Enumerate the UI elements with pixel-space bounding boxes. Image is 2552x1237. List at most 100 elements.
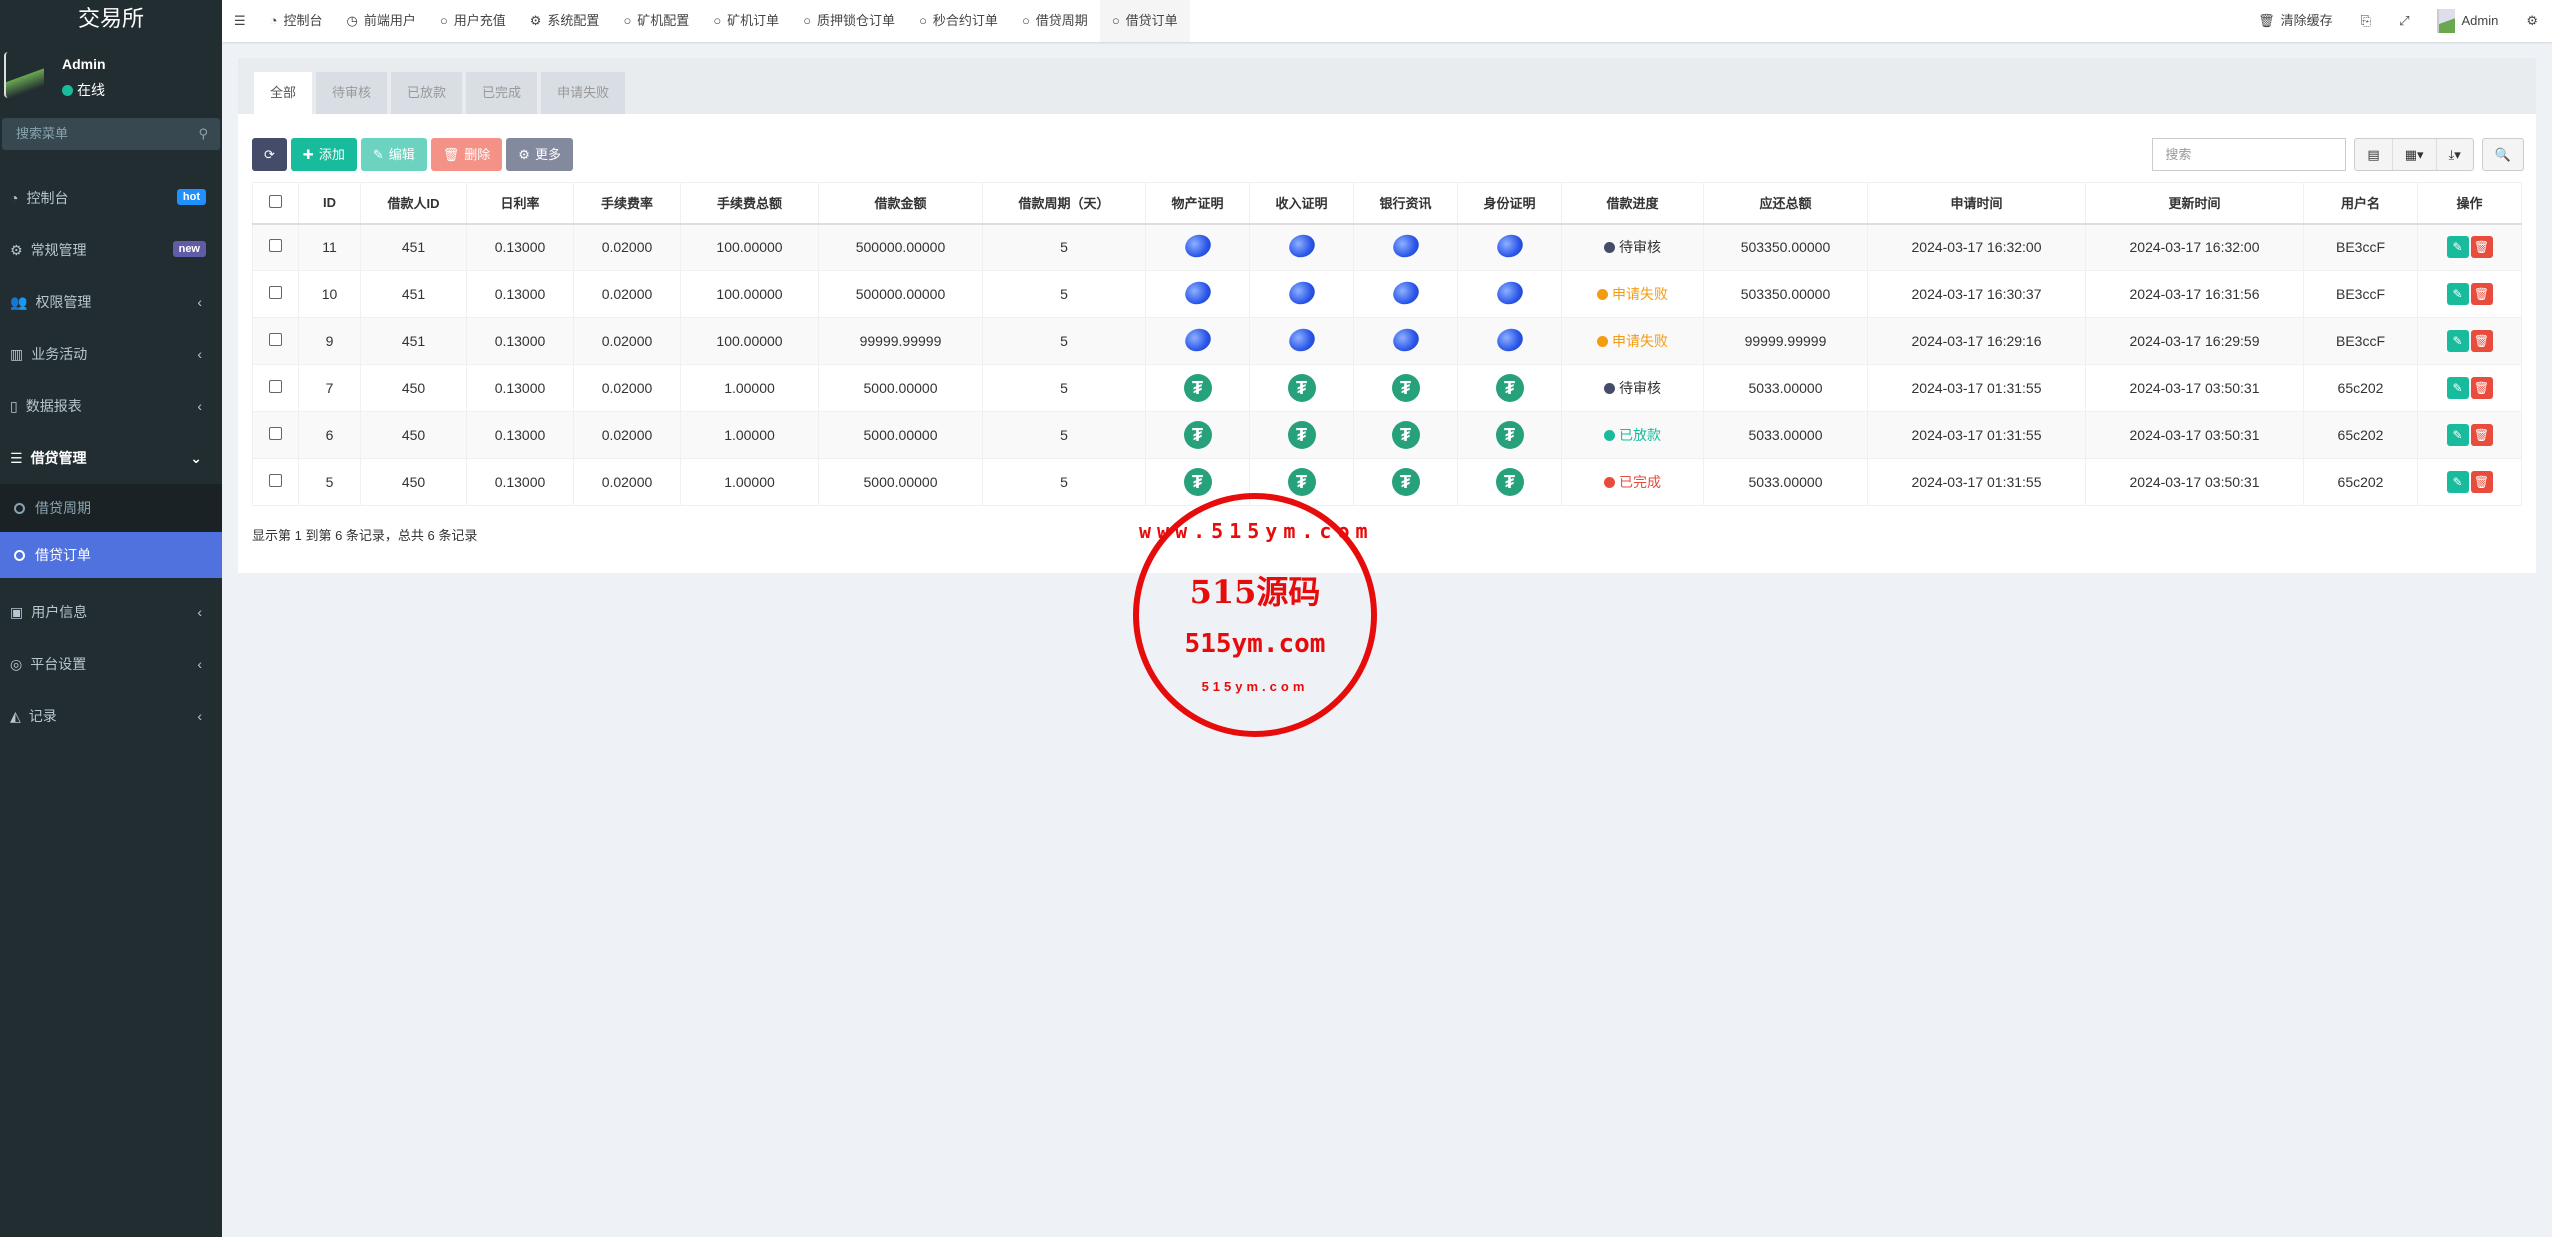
top-tab-9[interactable]: ○ 借贷订单 xyxy=(1099,0,1190,42)
cell-proof-image[interactable]: ₮ xyxy=(1249,411,1354,459)
sidebar-item2-1[interactable]: ◎ 平台设置 ‹ xyxy=(0,638,222,690)
sidebar-item-0[interactable]: ◔ 控制台 hot xyxy=(0,172,222,224)
cell-proof-image[interactable]: ₮ xyxy=(1457,411,1562,459)
cell-proof-image[interactable] xyxy=(1249,270,1354,318)
add-button[interactable]: ✚ 添加 xyxy=(290,138,357,171)
tab-2[interactable]: 已放款 xyxy=(391,72,463,114)
planet-image-icon[interactable] xyxy=(1389,277,1422,308)
more-button[interactable]: ⚙ 更多 xyxy=(506,138,573,171)
export-dropdown-icon[interactable]: ⤓▾ xyxy=(2448,147,2461,162)
language-icon[interactable]: ⎘ xyxy=(2360,13,2372,28)
top-tab-4[interactable]: ○ 矿机配置 xyxy=(611,0,701,42)
tab-4[interactable]: 申请失败 xyxy=(541,72,626,114)
top-tab-0[interactable]: ◔ 控制台 xyxy=(258,0,335,42)
planet-image-icon[interactable] xyxy=(1181,230,1214,261)
planet-image-icon[interactable] xyxy=(1493,230,1526,261)
cell-proof-image[interactable]: ₮ xyxy=(1145,411,1250,459)
cell-proof-image[interactable] xyxy=(1457,223,1562,271)
menu-toggle-icon[interactable]: ☰ xyxy=(234,13,246,28)
tab-3[interactable]: 已完成 xyxy=(466,72,538,114)
menu-search-input[interactable]: 搜索菜单 ⚲ xyxy=(2,118,220,150)
cell-proof-image[interactable] xyxy=(1457,317,1562,365)
planet-image-icon[interactable] xyxy=(1181,277,1214,308)
edit-row-button[interactable]: ✎ xyxy=(2446,236,2469,259)
cell-proof-image[interactable] xyxy=(1353,223,1458,271)
tether-logo-icon[interactable]: ₮ xyxy=(1495,468,1524,496)
top-tab-1[interactable]: ◷ 前端用户 xyxy=(335,0,428,42)
tether-logo-icon[interactable]: ₮ xyxy=(1183,374,1212,402)
delete-row-button[interactable]: 🗑 xyxy=(2470,471,2493,493)
tab-0[interactable]: 全部 xyxy=(254,72,313,114)
edit-row-button[interactable]: ✎ xyxy=(2446,283,2469,305)
tether-logo-icon[interactable]: ₮ xyxy=(1287,468,1316,496)
delete-row-button[interactable]: 🗑 xyxy=(2470,377,2493,399)
select-all-checkbox[interactable] xyxy=(252,182,299,225)
edit-row-button[interactable]: ✎ xyxy=(2446,330,2469,352)
checkbox[interactable] xyxy=(269,333,282,346)
delete-row-button[interactable]: 🗑 xyxy=(2470,330,2493,352)
planet-image-icon[interactable] xyxy=(1493,324,1526,355)
tab-1[interactable]: 待审核 xyxy=(316,72,388,114)
row-checkbox[interactable] xyxy=(252,317,299,365)
tether-logo-icon[interactable]: ₮ xyxy=(1495,374,1524,402)
row-checkbox[interactable] xyxy=(252,411,299,459)
cell-proof-image[interactable] xyxy=(1145,223,1250,271)
tether-logo-icon[interactable]: ₮ xyxy=(1183,468,1212,496)
sidebar-item-1[interactable]: ⚙ 常规管理 new xyxy=(0,224,222,276)
fullscreen-icon[interactable]: ⤢ xyxy=(2399,13,2410,28)
table-search-input[interactable]: 搜索 xyxy=(2152,138,2347,171)
row-checkbox[interactable] xyxy=(252,458,299,506)
cell-proof-image[interactable]: ₮ xyxy=(1249,364,1354,412)
tether-logo-icon[interactable]: ₮ xyxy=(1183,421,1212,449)
sidebar-item2-2[interactable]: ◭ 记录 ‹ xyxy=(0,690,222,742)
top-tab-6[interactable]: ○ 质押锁仓订单 xyxy=(791,0,907,42)
toggle-view-icon[interactable]: ▤ xyxy=(2355,139,2393,170)
sidebar-subitem-0[interactable]: 借贷周期 xyxy=(0,484,222,532)
cell-proof-image[interactable]: ₮ xyxy=(1145,364,1250,412)
cell-proof-image[interactable] xyxy=(1145,270,1250,318)
cell-proof-image[interactable]: ₮ xyxy=(1353,411,1458,459)
sidebar-subitem-1[interactable]: 借贷订单 xyxy=(0,532,222,578)
cell-proof-image[interactable] xyxy=(1457,270,1562,318)
sidebar-item-4[interactable]: ▯ 数据报表 ‹ xyxy=(0,380,222,432)
cell-proof-image[interactable] xyxy=(1249,223,1354,271)
planet-image-icon[interactable] xyxy=(1181,324,1214,355)
tether-logo-icon[interactable]: ₮ xyxy=(1287,374,1316,402)
columns-dropdown-icon[interactable]: ▦▾ xyxy=(2393,139,2437,170)
top-tab-2[interactable]: ○ 用户充值 xyxy=(428,0,518,42)
tether-logo-icon[interactable]: ₮ xyxy=(1391,468,1420,496)
cell-proof-image[interactable] xyxy=(1249,317,1354,365)
edit-row-button[interactable]: ✎ xyxy=(2446,377,2469,399)
planet-image-icon[interactable] xyxy=(1389,230,1422,261)
planet-image-icon[interactable] xyxy=(1285,324,1318,355)
delete-button[interactable]: 🗑 删除 xyxy=(430,138,503,171)
checkbox[interactable] xyxy=(269,380,282,393)
top-tab-5[interactable]: ○ 矿机订单 xyxy=(701,0,791,42)
cell-proof-image[interactable]: ₮ xyxy=(1353,458,1458,506)
planet-image-icon[interactable] xyxy=(1285,277,1318,308)
refresh-button[interactable]: ⟳ xyxy=(252,138,287,171)
sidebar-item2-0[interactable]: ▣ 用户信息 ‹ xyxy=(0,586,222,638)
settings-gear-icon[interactable]: ⚙ xyxy=(2526,13,2538,28)
tether-logo-icon[interactable]: ₮ xyxy=(1391,421,1420,449)
top-tab-3[interactable]: ⚙ 系统配置 xyxy=(518,0,612,42)
top-tab-7[interactable]: ○ 秒合约订单 xyxy=(907,0,1010,42)
planet-image-icon[interactable] xyxy=(1493,277,1526,308)
admin-menu[interactable]: Admin xyxy=(2423,0,2512,42)
cell-proof-image[interactable] xyxy=(1353,270,1458,318)
sidebar-item-5[interactable]: ☰ 借贷管理 ⌄ xyxy=(0,432,222,484)
top-tab-8[interactable]: ○ 借贷周期 xyxy=(1010,0,1100,42)
edit-row-button[interactable]: ✎ xyxy=(2446,471,2469,493)
row-checkbox[interactable] xyxy=(252,223,299,271)
cell-proof-image[interactable]: ₮ xyxy=(1457,458,1562,506)
sidebar-item-3[interactable]: ▥ 业务活动 ‹ xyxy=(0,328,222,380)
edit-row-button[interactable]: ✎ xyxy=(2446,424,2469,446)
cell-proof-image[interactable] xyxy=(1145,317,1250,365)
delete-row-button[interactable]: 🗑 xyxy=(2470,283,2493,305)
clear-cache-button[interactable]: 🗑 清除缓存 xyxy=(2244,0,2347,42)
edit-button[interactable]: ✎ 编辑 xyxy=(360,138,427,171)
checkbox[interactable] xyxy=(269,286,282,299)
tether-logo-icon[interactable]: ₮ xyxy=(1287,421,1316,449)
checkbox[interactable] xyxy=(269,474,282,487)
tether-logo-icon[interactable]: ₮ xyxy=(1391,374,1420,402)
